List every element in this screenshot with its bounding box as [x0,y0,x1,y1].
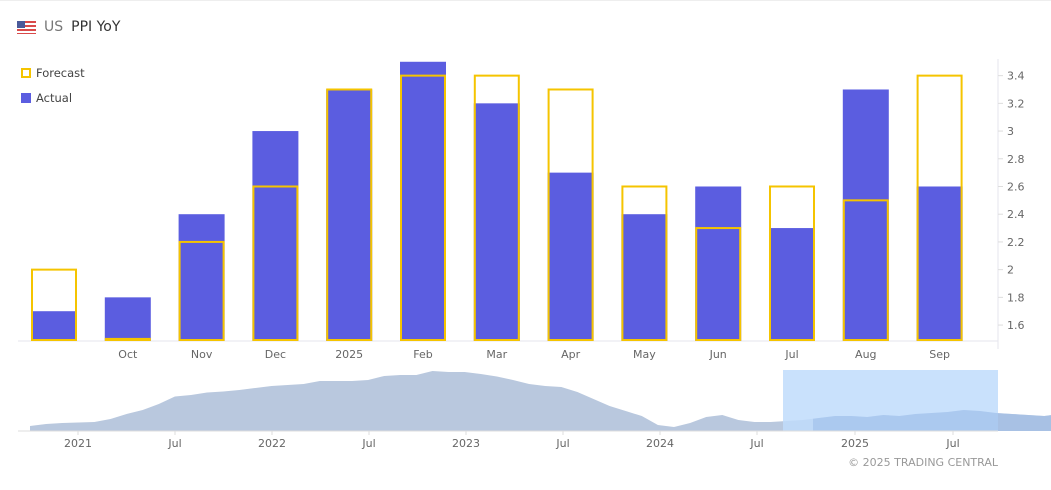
x-tick-label: Dec [265,348,286,361]
navigator-tick-label: Jul [167,437,181,450]
y-tick-label: 2.4 [1007,208,1025,221]
actual-bar[interactable] [104,297,151,341]
navigator-area [30,371,1051,431]
x-tick-label: Feb [413,348,432,361]
navigator-tick-label: 2023 [452,437,480,450]
forecast-bar[interactable] [178,240,225,341]
actual-bar[interactable] [326,89,373,342]
navigator-tick-label: 2021 [64,437,92,450]
x-tick-label: Aug [855,348,876,361]
navigator-tick-label: Jul [945,437,959,450]
x-tick-label: Apr [561,348,581,361]
y-tick-label: 2.2 [1007,236,1025,249]
navigator-tick-label: Jul [555,437,569,450]
navigator-tick-label: 2024 [646,437,674,450]
forecast-swatch-icon [21,68,31,78]
actual-bar[interactable] [547,172,594,341]
forecast-bar[interactable] [769,185,815,341]
navigator-tick-label: 2025 [841,437,869,450]
forecast-bar[interactable] [31,268,77,342]
actual-bar[interactable] [695,186,742,341]
forecast-bar[interactable] [916,74,963,341]
y-tick-label: 3.2 [1007,97,1025,110]
forecast-bar[interactable] [400,74,446,341]
actual-bar[interactable] [842,89,889,342]
actual-bar[interactable] [31,311,77,341]
y-tick-label: 2.6 [1007,180,1025,193]
chart-header: US PPI YoY [17,19,120,35]
actual-bar[interactable] [621,214,668,341]
copyright: © 2025 TRADING CENTRAL [848,456,998,469]
legend-item-actual[interactable]: Actual [21,91,72,105]
y-tick-label: 2 [1007,264,1014,277]
forecast-bar[interactable] [842,199,889,341]
legend-label-actual: Actual [36,91,73,105]
legend-label-forecast: Forecast [36,66,85,80]
navigator-tick-label: 2022 [258,437,286,450]
x-tick-label: May [633,348,656,361]
y-tick-label: 1.6 [1007,319,1025,332]
y-tick-label: 3 [1007,125,1014,138]
x-tick-label: Jul [784,348,798,361]
forecast-bar[interactable] [473,74,520,341]
y-tick-label: 3.4 [1007,70,1025,83]
forecast-bar[interactable] [621,185,668,341]
x-tick-label: Oct [118,348,138,361]
forecast-bar[interactable] [252,185,299,341]
forecast-bar[interactable] [695,227,742,342]
x-tick-label: 2025 [335,348,363,361]
actual-bar[interactable] [769,228,815,341]
y-tick-label: 2.8 [1007,153,1025,166]
y-tick-label: 1.8 [1007,291,1025,304]
actual-bar[interactable] [916,186,963,341]
forecast-bar[interactable] [326,88,373,342]
actual-swatch-icon [21,93,31,103]
navigator-tick-label: Jul [361,437,375,450]
us-flag-icon [17,20,36,34]
country-code: US [44,19,64,35]
navigator-tick-label: Jul [749,437,763,450]
x-tick-label: Jun [709,348,727,361]
actual-bar[interactable] [252,131,299,341]
x-tick-label: Mar [486,348,507,361]
forecast-bar[interactable] [547,88,594,342]
x-tick-label: Nov [191,348,213,361]
legend-item-forecast[interactable]: Forecast [21,66,85,80]
forecast-bar[interactable] [104,337,151,342]
chart-title: PPI YoY [71,19,121,35]
actual-bar[interactable] [400,61,446,342]
x-tick-label: Sep [929,348,950,361]
actual-bar[interactable] [178,214,225,341]
actual-bar[interactable] [473,103,520,341]
